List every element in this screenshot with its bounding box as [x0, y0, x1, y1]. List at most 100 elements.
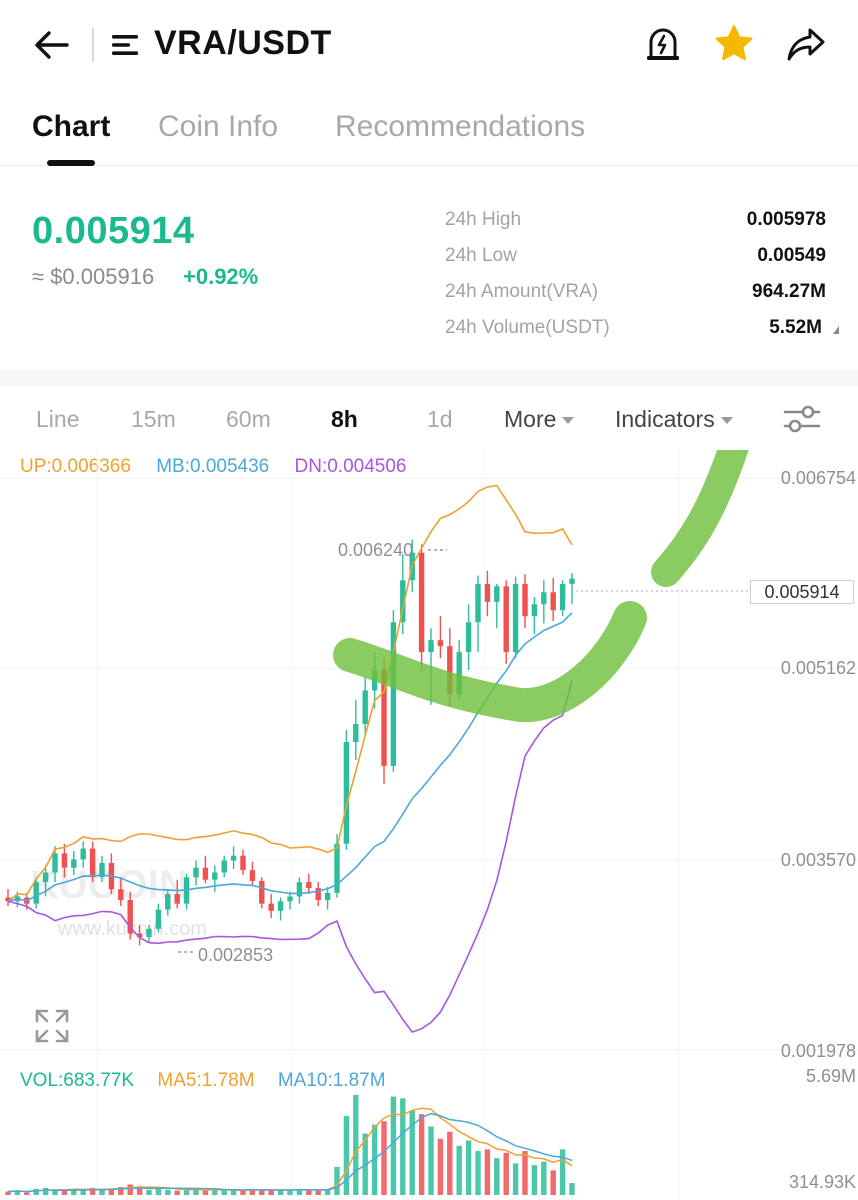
candle-body	[503, 586, 509, 653]
volume-bar	[353, 1095, 359, 1195]
volume-bar	[306, 1189, 312, 1195]
interval-1d[interactable]: 1d	[427, 406, 453, 432]
volume-bar	[315, 1190, 321, 1195]
last-price: 0.005914	[32, 210, 195, 252]
candle-body	[202, 867, 209, 880]
volume-ma10-line	[7, 1112, 573, 1193]
volume-bar	[249, 1188, 256, 1195]
boll-up-value: UP:0.006366	[20, 456, 131, 477]
candle-body	[531, 604, 538, 617]
low-annotation: 0.002853	[198, 945, 273, 965]
candle-body	[296, 882, 303, 897]
back-button[interactable]	[30, 24, 72, 66]
candle-body	[362, 690, 368, 724]
boll-mid-value: MB:0.005436	[156, 456, 270, 477]
volume-bar	[437, 1138, 444, 1195]
candle-body	[475, 583, 481, 623]
candle-body	[268, 903, 274, 911]
boll-dn-value: DN:0.004506	[294, 456, 407, 477]
stat-value-high: 0.005978	[746, 209, 826, 230]
price-alert-icon[interactable]	[645, 26, 681, 64]
candle-body	[484, 583, 491, 602]
candle-body	[324, 892, 331, 901]
candle-body	[428, 640, 434, 653]
stat-label-low: 24h Low	[445, 245, 517, 266]
candle-body	[249, 870, 256, 881]
candle-body	[277, 901, 284, 911]
candle-body	[569, 578, 575, 584]
candle-body	[42, 872, 49, 883]
hand-drawn-arrow	[333, 450, 749, 723]
price-axis-label-1: 0.006754	[780, 468, 856, 488]
volume-bar	[494, 1158, 500, 1195]
volume-bar	[89, 1187, 96, 1195]
stat-label-volume: 24h Volume(USDT)	[445, 317, 610, 338]
candle-body	[437, 640, 444, 647]
candle-body	[212, 872, 218, 880]
candle-body	[5, 897, 11, 902]
candle-body	[353, 723, 359, 742]
candle-body	[136, 933, 143, 938]
candlestick-chart[interactable]: KUCOIN www.kucoin.com 0.006240 0.002853	[0, 450, 858, 1200]
volume-bar	[400, 1098, 406, 1195]
volume-bar	[447, 1131, 453, 1195]
star-icon[interactable]	[714, 24, 754, 64]
bollinger-bands	[7, 484, 573, 1034]
volume-bars	[5, 1095, 575, 1195]
volume-bar	[42, 1187, 49, 1195]
fullscreen-expand-icon[interactable]	[34, 1008, 70, 1044]
tab-coin-info[interactable]: Coin Info	[158, 110, 279, 143]
volume-bar	[409, 1110, 415, 1195]
volume-bar	[155, 1188, 162, 1195]
volume-bar	[146, 1189, 152, 1195]
tab-recommendations[interactable]: Recommendations	[335, 110, 586, 143]
volume-bar	[512, 1163, 519, 1195]
volume-bar	[428, 1126, 434, 1195]
candle-body	[89, 848, 96, 878]
boll-legend: UP:0.006366 MB:0.005436 DN:0.004506	[20, 456, 426, 478]
interval-8h[interactable]: 8h	[331, 406, 358, 432]
candle-body	[155, 909, 162, 929]
candle-body	[118, 889, 124, 901]
volume-bar	[550, 1170, 556, 1195]
interval-15m[interactable]: 15m	[131, 406, 176, 432]
top-bar: VRA/USDT	[0, 0, 858, 90]
volume-bar	[334, 1166, 340, 1195]
volume-bar	[569, 1183, 575, 1195]
volume-bar	[80, 1189, 86, 1195]
stat-label-amount: 24h Amount(VRA)	[445, 281, 599, 302]
more-label: More	[504, 406, 557, 432]
volume-bar	[118, 1187, 124, 1195]
candle-body	[61, 853, 68, 868]
candle-body	[550, 592, 556, 611]
stat-value-amount: 964.27M	[752, 281, 826, 302]
candle-body	[541, 592, 547, 605]
interval-60m[interactable]: 60m	[226, 406, 271, 432]
sliders-icon[interactable]	[782, 402, 822, 436]
candle-body	[559, 583, 566, 611]
volume-bar	[381, 1121, 387, 1195]
menu-icon[interactable]	[110, 30, 140, 60]
tab-chart[interactable]: Chart	[32, 110, 111, 143]
volume-bar	[108, 1188, 115, 1195]
indicators-dropdown[interactable]: Indicators	[615, 406, 733, 433]
candle-body	[456, 652, 462, 695]
volume-bar	[484, 1149, 491, 1195]
volume-bar	[287, 1190, 293, 1195]
chart-annotations: 0.006240 0.002853	[178, 540, 748, 965]
kucoin-watermark: KUCOIN www.kucoin.com	[30, 863, 207, 940]
candle-body	[522, 583, 528, 617]
interval-line[interactable]: Line	[36, 406, 80, 432]
more-dropdown[interactable]: More	[504, 406, 575, 433]
candle-body	[465, 622, 472, 653]
volume-bar	[541, 1161, 547, 1195]
candle-body	[390, 622, 397, 766]
stat-value-low: 0.00549	[757, 245, 826, 266]
volume-bar	[296, 1188, 303, 1195]
chevron-down-icon	[562, 417, 575, 425]
candle-body	[99, 862, 105, 878]
share-icon[interactable]	[786, 26, 826, 64]
pair-title[interactable]: VRA/USDT	[154, 24, 332, 62]
volume-bar	[390, 1096, 397, 1195]
volume-toggle-caret-icon[interactable]	[833, 326, 839, 334]
